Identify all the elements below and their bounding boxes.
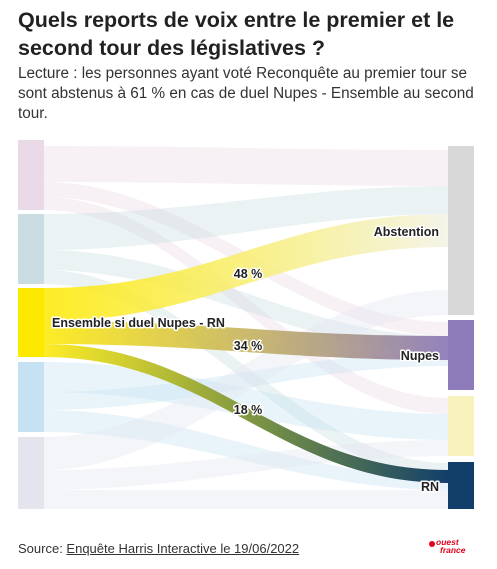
logo-line-2: france [440, 545, 466, 555]
highlighted-flow-1 [44, 214, 448, 321]
source-link[interactable]: Enquête Harris Interactive le 19/06/2022 [66, 541, 300, 556]
chart-subtitle: Lecture : les personnes ayant voté Recon… [18, 65, 474, 122]
source-node [18, 362, 44, 432]
background-flows [44, 146, 448, 509]
background-flow [44, 186, 448, 250]
source-node [18, 140, 44, 210]
target-label: Nupes [401, 349, 439, 363]
source-node [18, 437, 44, 509]
source-label: Ensemble si duel Nupes - RN [52, 316, 225, 330]
flow-percent-label: 34 % [234, 339, 263, 353]
target-node [448, 462, 474, 509]
logo-line-1: ouest [436, 537, 459, 547]
background-flow [44, 352, 448, 410]
source-prefix: Source: [18, 541, 67, 556]
background-flow [44, 146, 448, 186]
flow-percent-label: 18 % [234, 403, 263, 417]
background-flow [44, 197, 448, 414]
sankey-labels: Ensemble si duel Nupes - RN Abstention Nup… [51, 224, 441, 496]
ouest-france-logo: ouest france [429, 537, 472, 558]
source-node [18, 288, 44, 357]
source-node [18, 214, 44, 284]
highlighted-flow-3 [44, 344, 448, 483]
logo-dot-icon [429, 541, 435, 547]
background-flow [44, 270, 448, 478]
sankey-nodes [18, 140, 474, 509]
highlighted-flows [44, 214, 448, 483]
target-label: RN [421, 480, 439, 494]
background-flow [44, 250, 448, 352]
highlighted-flow-2 [44, 321, 448, 360]
flow-percent-label: 48 % [234, 267, 263, 281]
background-flow [44, 410, 448, 490]
target-label: Abstention [374, 225, 439, 239]
target-node [448, 146, 474, 315]
background-flow [44, 490, 448, 509]
sankey-chart: Ensemble si duel Nupes - RN Abstention Nup… [18, 140, 474, 509]
background-flow [44, 362, 448, 440]
target-node [448, 320, 474, 390]
background-flow [44, 440, 448, 490]
chart-title: Quels reports de voix entre le premier e… [18, 8, 455, 60]
target-node [448, 396, 474, 456]
source-note: Source: Enquête Harris Interactive le 19… [18, 541, 299, 556]
